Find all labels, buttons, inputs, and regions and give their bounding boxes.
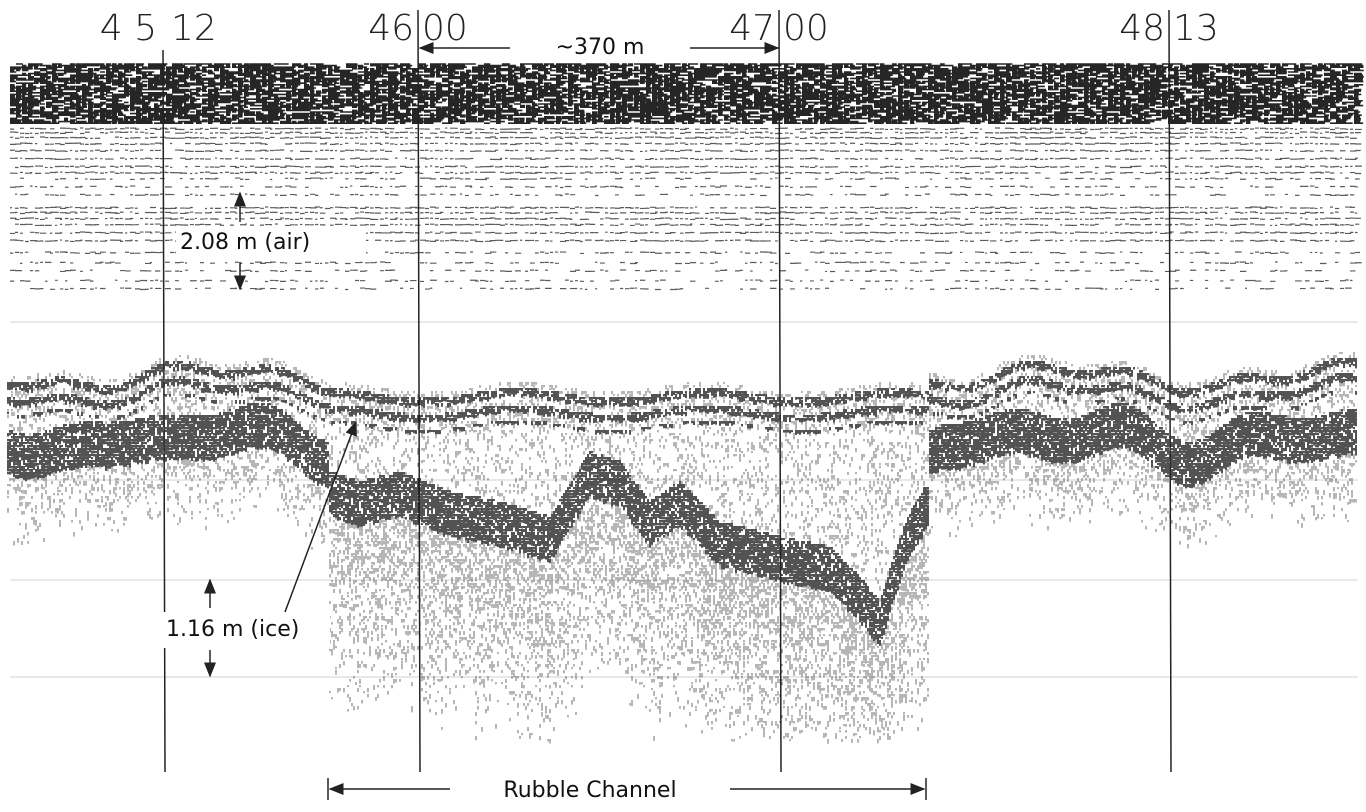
air-label: 2.08 m (air) — [180, 230, 310, 255]
time-label: 13 — [1173, 8, 1219, 49]
time-label: 47 — [729, 8, 775, 49]
label-bg — [176, 226, 366, 260]
ice-pointer — [284, 420, 357, 613]
time-label: 12 — [171, 8, 217, 49]
time-line — [162, 49, 166, 773]
radar-texture — [7, 63, 1364, 744]
time-line — [778, 9, 782, 773]
radar-texture — [7, 358, 1357, 646]
label-bg — [162, 612, 330, 648]
time-label: 48 — [1119, 8, 1165, 49]
channel-label: Rubble Channel — [503, 778, 676, 803]
scale-label: ~370 m — [556, 35, 645, 60]
time-label: 00 — [783, 8, 829, 49]
time-line — [1168, 9, 1172, 773]
time-label: 4 5 — [100, 8, 157, 49]
time-label: 46 — [368, 8, 414, 49]
time-line — [417, 9, 421, 773]
radar-texture — [7, 352, 1357, 744]
ice-label: 1.16 m (ice) — [166, 617, 299, 642]
time-label: 00 — [422, 8, 468, 49]
radar-texture — [10, 127, 1362, 291]
radar-texture — [10, 63, 1364, 124]
